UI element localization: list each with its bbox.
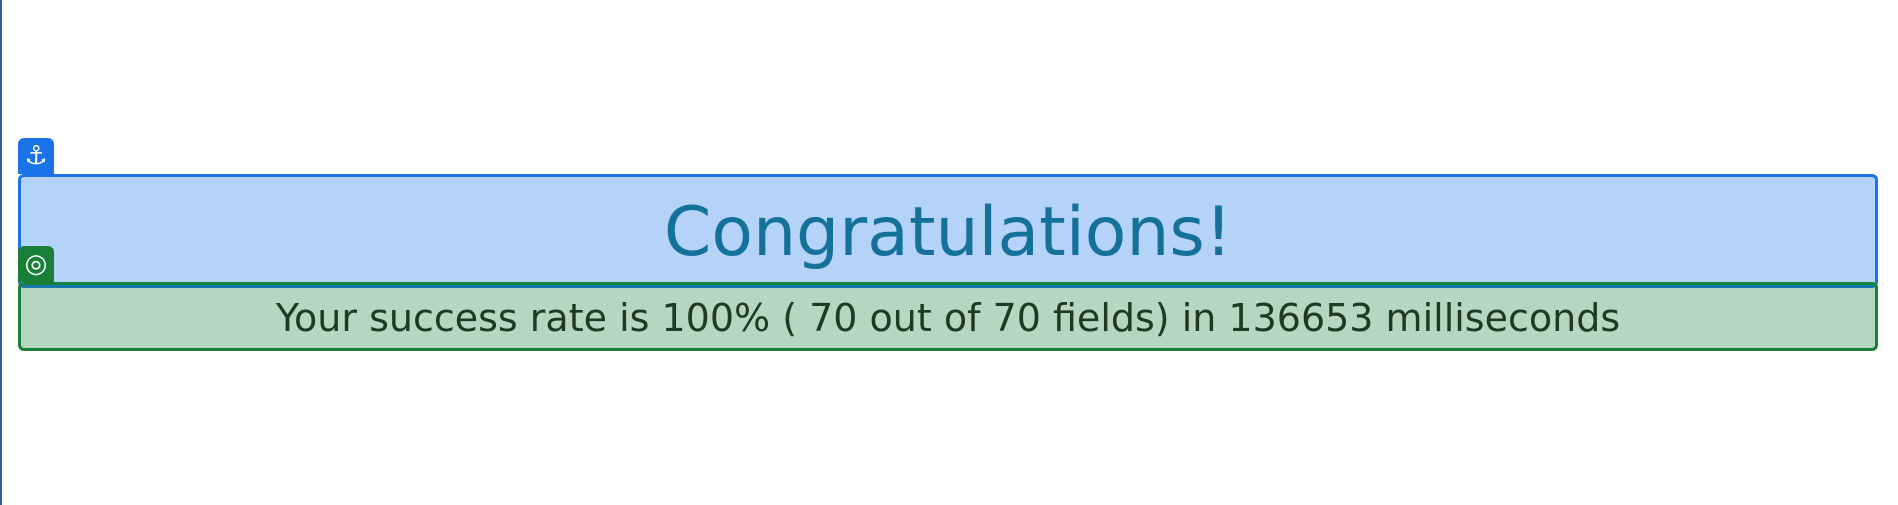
- success-rate-message: Your success rate is 100% ( 70 out of 70…: [275, 296, 1621, 340]
- target-icon: ◎: [18, 246, 54, 282]
- left-edge-divider: [0, 0, 2, 505]
- anchor-icon: ⚓: [18, 138, 54, 174]
- target-highlight-box: Your success rate is 100% ( 70 out of 70…: [18, 282, 1878, 351]
- anchor-highlight-box: Congratulations!: [18, 174, 1878, 288]
- page-title: Congratulations!: [663, 193, 1233, 272]
